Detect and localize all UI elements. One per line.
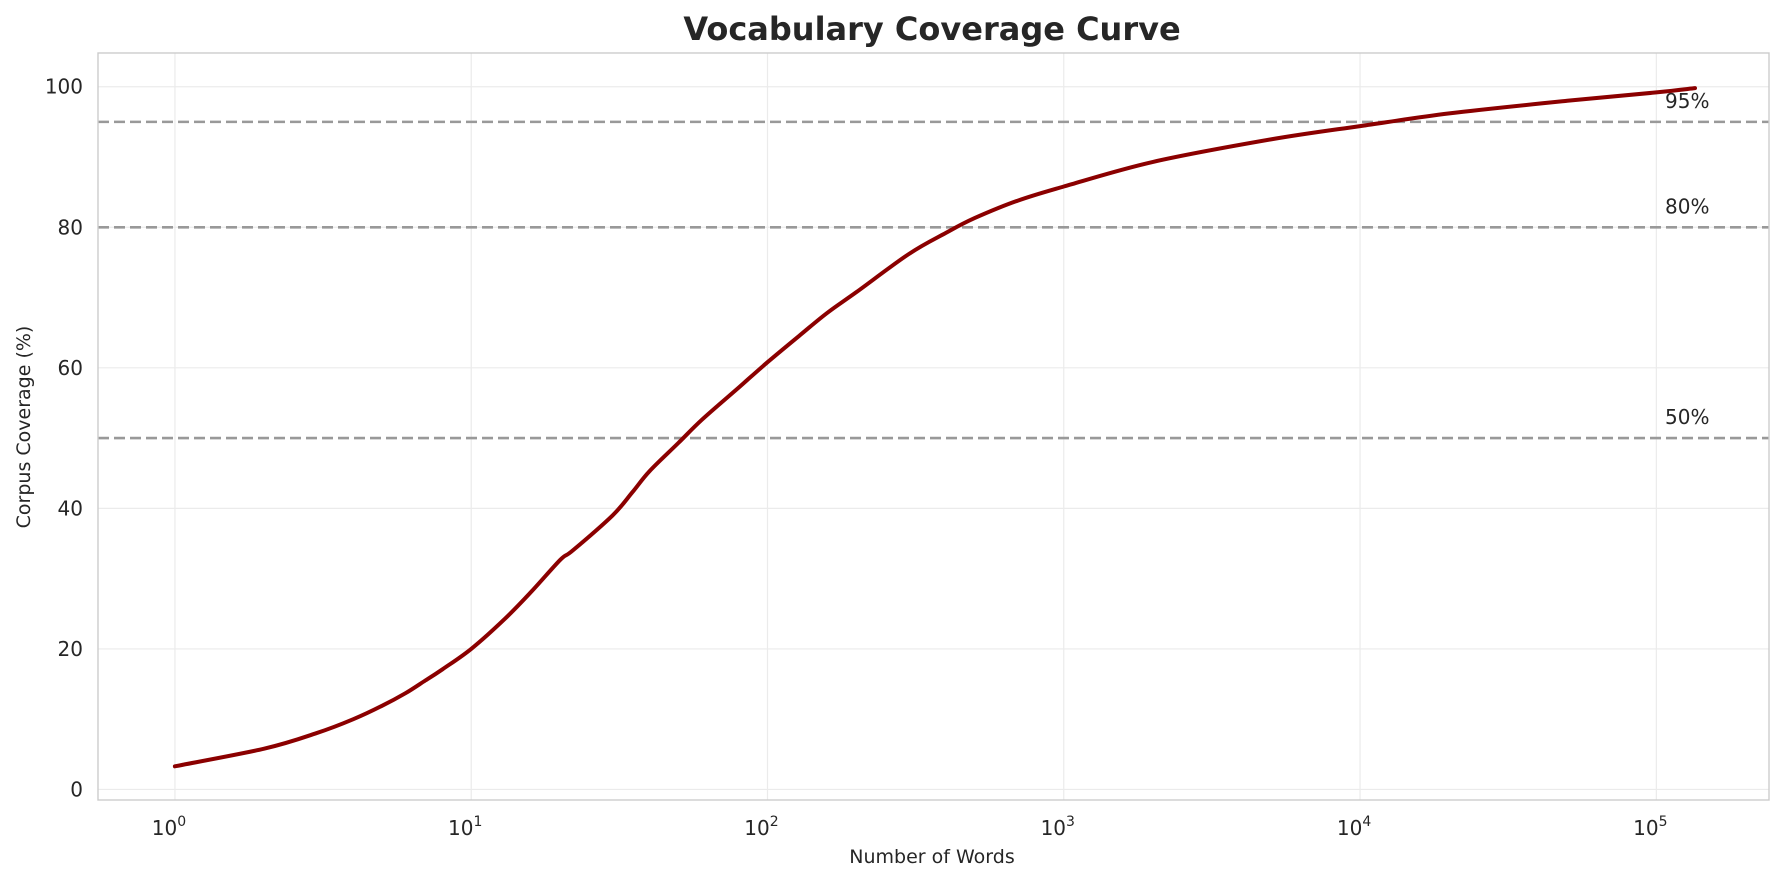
reference-lines: 95% 80% 50% bbox=[98, 89, 1769, 440]
x-tick-base: 10 bbox=[744, 816, 769, 840]
x-tick-labels: 100 101 102 103 104 105 bbox=[152, 814, 1668, 840]
x-tick-label: 103 bbox=[1041, 814, 1075, 840]
x-tick-base: 10 bbox=[1041, 816, 1066, 840]
y-axis-label: Corpus Coverage (%) bbox=[13, 326, 35, 529]
x-tick-exponent: 0 bbox=[177, 814, 186, 830]
y-tick-label: 100 bbox=[45, 75, 83, 99]
x-tick-label: 104 bbox=[1337, 814, 1371, 840]
x-tick-base: 10 bbox=[448, 816, 473, 840]
coverage-curve bbox=[172, 86, 1697, 769]
x-tick-label: 102 bbox=[744, 814, 778, 840]
x-tick-exponent: 5 bbox=[1659, 814, 1668, 830]
reference-label-50: 50% bbox=[1665, 405, 1709, 429]
y-tick-label: 60 bbox=[58, 356, 83, 380]
y-tick-label: 80 bbox=[58, 215, 83, 239]
x-tick-label: 101 bbox=[448, 814, 482, 840]
x-tick-exponent: 4 bbox=[1362, 814, 1371, 830]
y-tick-label: 20 bbox=[58, 637, 83, 661]
series-layer bbox=[172, 86, 1697, 769]
x-tick-exponent: 3 bbox=[1066, 814, 1075, 830]
y-tick-labels: 0 20 40 60 80 100 bbox=[45, 75, 83, 802]
plot-frame bbox=[97, 52, 1770, 801]
y-tick-label: 0 bbox=[70, 777, 83, 801]
y-tick-label: 40 bbox=[58, 496, 83, 520]
x-tick-label: 100 bbox=[152, 814, 186, 840]
x-tick-label: 105 bbox=[1633, 814, 1667, 840]
x-tick-exponent: 1 bbox=[473, 814, 482, 830]
x-tick-base: 10 bbox=[1337, 816, 1362, 840]
x-tick-exponent: 2 bbox=[770, 814, 779, 830]
reference-label-95: 95% bbox=[1665, 89, 1709, 113]
x-tick-base: 10 bbox=[1633, 816, 1658, 840]
x-tick-base: 10 bbox=[152, 816, 177, 840]
x-axis-label: Number of Words bbox=[849, 846, 1014, 868]
chart-title: Vocabulary Coverage Curve bbox=[683, 10, 1180, 48]
grid-lines bbox=[98, 53, 1769, 800]
reference-label-80: 80% bbox=[1665, 194, 1709, 218]
